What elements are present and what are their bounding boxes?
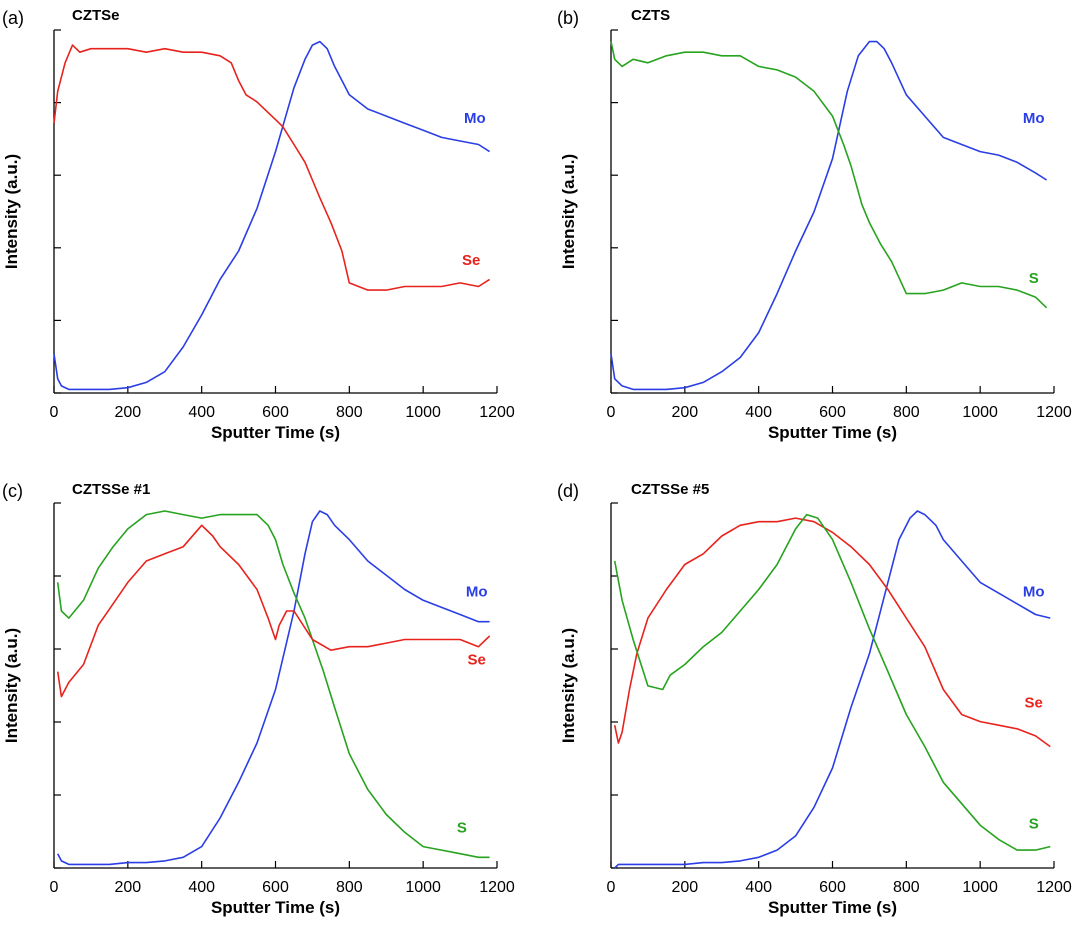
series-line-mo xyxy=(614,510,1051,869)
x-tick-label: 800 xyxy=(336,879,363,896)
panel-letter: (c) xyxy=(2,481,23,501)
x-tick-label: 400 xyxy=(188,404,215,421)
panel-title: CZTS xyxy=(631,7,670,24)
panel-b: 0 200 400 600 800 1000 1200 Sputter Time (s) Int… xyxy=(557,7,1072,442)
x-tick-label: 400 xyxy=(745,879,772,896)
x-tick-label: 600 xyxy=(262,879,289,896)
panel-title: CZTSSe #1 xyxy=(72,481,150,498)
x-tick-label: 1000 xyxy=(962,404,998,421)
series-label-mo: Mo xyxy=(464,110,486,127)
x-tick-label: 600 xyxy=(819,404,846,421)
series-label-se: Se xyxy=(462,252,480,269)
x-tick-label: 200 xyxy=(671,879,698,896)
panel-letter: (b) xyxy=(557,8,579,28)
series-line-mo xyxy=(56,510,490,866)
series-line-s xyxy=(56,510,490,859)
x-tick-label: 200 xyxy=(114,879,141,896)
x-tick-label: 800 xyxy=(893,879,920,896)
y-axis-title: Intensity (a.u.) xyxy=(559,154,578,269)
y-axis-title: Intensity (a.u.) xyxy=(559,628,578,743)
series-line-s xyxy=(613,513,1051,851)
series-label-mo: Mo xyxy=(466,584,488,601)
x-tick-label: 1200 xyxy=(479,879,515,896)
x-tick-label: 1200 xyxy=(1036,879,1072,896)
panel-letter: (d) xyxy=(557,481,579,501)
x-tick-label: 1000 xyxy=(405,879,441,896)
series-label-s: S xyxy=(1029,816,1039,833)
x-tick-label: 1200 xyxy=(479,404,515,421)
series-line-se xyxy=(56,524,491,698)
x-tick-label: 600 xyxy=(262,404,289,421)
panel-d: 0 200 400 600 800 1000 1200 Sputter Time (s) Int… xyxy=(557,481,1072,917)
x-tick-label: 800 xyxy=(893,404,920,421)
series-label-mo: Mo xyxy=(1023,584,1045,601)
series-line-se xyxy=(613,517,1051,748)
series-label-se: Se xyxy=(468,652,486,669)
x-axis-title: Sputter Time (s) xyxy=(768,423,897,442)
x-tick-label: 200 xyxy=(671,404,698,421)
series-line-mo xyxy=(53,40,491,391)
x-tick-label: 200 xyxy=(114,404,141,421)
series-label-s: S xyxy=(1029,270,1039,287)
x-tick-label: 800 xyxy=(336,404,363,421)
x-tick-label: 0 xyxy=(50,879,59,896)
x-tick-label: 600 xyxy=(819,879,846,896)
x-tick-label: 0 xyxy=(607,404,616,421)
panel-c: 0 200 400 600 800 1000 1200 Sputter Time (s) Int… xyxy=(2,481,515,917)
panel-title: CZTSe xyxy=(72,7,120,24)
y-axis-title: Intensity (a.u.) xyxy=(2,154,21,269)
x-tick-label: 1200 xyxy=(1036,404,1072,421)
series-line-se xyxy=(53,44,491,291)
x-tick-label: 400 xyxy=(188,879,215,896)
panel-letter: (a) xyxy=(2,8,24,28)
x-tick-label: 0 xyxy=(50,404,59,421)
series-label-se: Se xyxy=(1025,694,1043,711)
x-axis-title: Sputter Time (s) xyxy=(211,898,340,917)
y-axis-title: Intensity (a.u.) xyxy=(2,628,21,743)
panel-title: CZTSSe #5 xyxy=(631,481,709,498)
x-tick-label: 400 xyxy=(745,404,772,421)
x-tick-label: 0 xyxy=(607,879,616,896)
x-tick-label: 1000 xyxy=(962,879,998,896)
panel-a: 0 200 400 600 800 1000 1200 Sputter Time (s) Int… xyxy=(2,7,515,442)
series-label-mo: Mo xyxy=(1023,110,1045,127)
series-label-s: S xyxy=(457,819,467,836)
x-axis-title: Sputter Time (s) xyxy=(768,898,897,917)
series-line-s xyxy=(610,41,1048,309)
x-tick-label: 1000 xyxy=(405,404,441,421)
series-line-mo xyxy=(610,40,1048,391)
x-axis-title: Sputter Time (s) xyxy=(211,423,340,442)
